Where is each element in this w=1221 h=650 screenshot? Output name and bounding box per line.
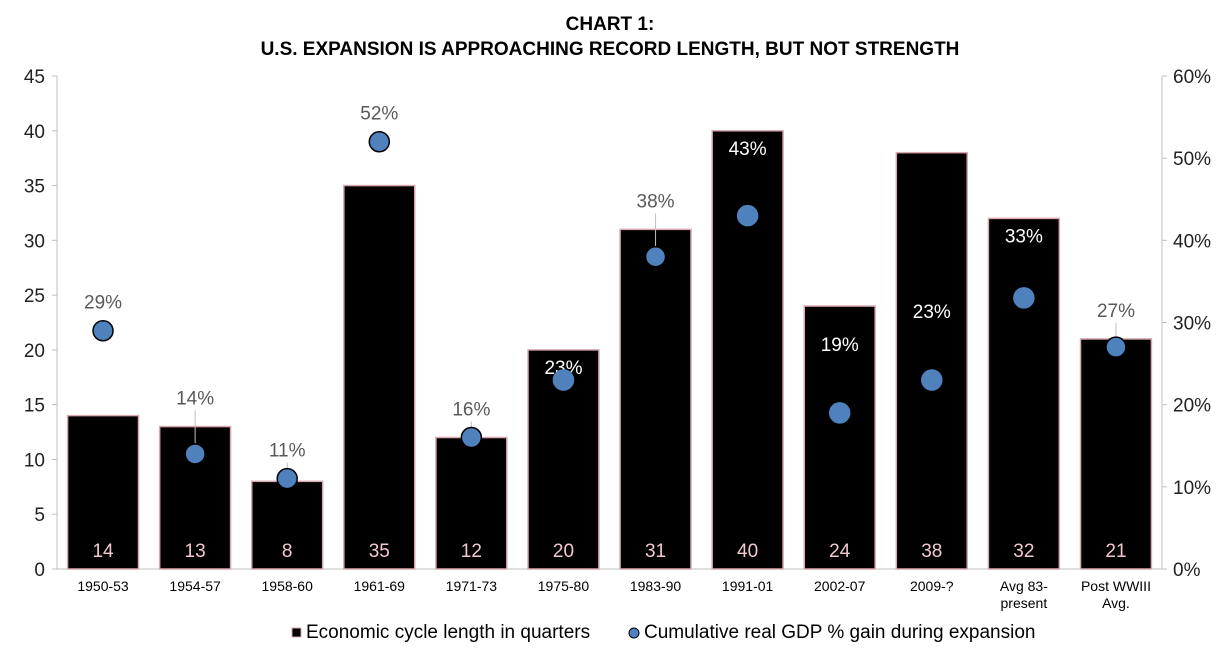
category-label: 1983-90	[630, 578, 682, 594]
category-label: 1975-80	[538, 578, 590, 594]
y-right-tick-label: 50%	[1173, 149, 1211, 170]
dot-point	[184, 443, 206, 465]
dot-point	[552, 369, 575, 391]
dot-value-label: 33%	[1005, 226, 1043, 247]
legend-bar-label: Economic cycle length in quarters	[306, 622, 590, 643]
category-label: 1954-57	[169, 578, 221, 594]
dot-point	[1013, 287, 1035, 309]
bar-value-label: 12	[461, 541, 482, 562]
category-label: 1950-53	[77, 578, 129, 594]
category-label: Avg.	[1102, 595, 1130, 611]
y-left-tick-label: 40	[24, 122, 45, 143]
dot-value-label: 38%	[637, 191, 675, 212]
dot-value-label: 27%	[1097, 301, 1135, 322]
dot-value-label: 14%	[176, 389, 214, 410]
dot-value-label: 11%	[269, 441, 306, 462]
category-label: 2009-?	[910, 578, 954, 594]
dot-point	[92, 319, 114, 342]
legend: Economic cycle length in quarters Cumula…	[291, 622, 1035, 643]
dot-point	[736, 204, 759, 227]
y-left-tick-label: 20	[24, 341, 45, 362]
bar-value-label: 13	[185, 541, 206, 562]
axes-group: 0 5 10 15 20 25 30 35 40 45 0% 10% 20% 30% 40% 50% 60%	[24, 67, 1211, 581]
dot-point	[828, 402, 851, 424]
legend-dot-swatch	[628, 627, 640, 639]
dot-point	[460, 426, 483, 449]
category-label: Post WWIII	[1081, 578, 1151, 594]
dot-value-label: 23%	[544, 358, 582, 379]
dot-value-label: 23%	[913, 302, 951, 323]
category-label: present	[1001, 595, 1048, 611]
legend-dot-label: Cumulative real GDP % gain during expans…	[644, 622, 1035, 643]
bar	[619, 228, 692, 570]
bar-value-label: 38	[921, 541, 942, 562]
y-left-tick-label: 15	[24, 396, 45, 417]
bar	[66, 414, 140, 570]
bar-value-label: 24	[829, 541, 851, 562]
category-label: Avg 83-	[1000, 578, 1048, 594]
category-label: 1961-69	[354, 578, 406, 594]
dots-group: 29% 14% 11% 52% 16% 23% 38% 43% 19% 23% 33% 27%	[84, 104, 1135, 490]
dot-value-label: 29%	[84, 293, 122, 314]
dot-point	[1105, 336, 1127, 358]
category-label: 1958-60	[262, 578, 314, 594]
bar-value-label: 40	[737, 541, 758, 562]
dot-point	[644, 246, 667, 268]
dot-value-label: 43%	[729, 139, 767, 160]
y-left-tick-label: 35	[24, 177, 45, 198]
bar-value-label: 14	[92, 541, 114, 562]
bar	[803, 305, 876, 570]
y-right-tick-label: 60%	[1173, 67, 1211, 88]
y-right-tick-label: 30%	[1173, 314, 1211, 335]
y-right-tick-label: 10%	[1173, 478, 1211, 499]
chart-title-line1: CHART 1:	[566, 14, 655, 35]
bar-value-label: 21	[1105, 541, 1126, 562]
y-left-tick-label: 5	[34, 505, 45, 526]
category-labels-group: 1950-53 1954-57 1958-60 1961-69 1971-73 1975-…	[77, 578, 1151, 611]
y-right-tick-label: 0%	[1173, 560, 1201, 581]
bar	[987, 217, 1061, 570]
category-label: 1991-01	[722, 578, 774, 594]
dot-value-label: 19%	[821, 335, 859, 356]
bar-value-label: 8	[282, 541, 293, 562]
chart-title-line2: U.S. EXPANSION IS APPROACHING RECORD LEN…	[261, 39, 960, 60]
dot-value-label: 52%	[360, 104, 398, 125]
bar	[711, 130, 784, 570]
bar	[435, 436, 508, 570]
y-left-tick-label: 30	[24, 231, 45, 252]
legend-bar-swatch	[291, 627, 302, 638]
y-left-tick-label: 10	[24, 450, 45, 471]
category-label: 1971-73	[446, 578, 498, 594]
category-label: 2002-07	[814, 578, 866, 594]
y-left-tick-label: 0	[34, 560, 45, 581]
bar	[343, 184, 416, 570]
dot-point	[368, 130, 391, 153]
dot-point	[921, 369, 943, 391]
y-right-tick-label: 40%	[1173, 231, 1211, 252]
bar-value-label: 32	[1013, 541, 1034, 562]
bar-value-label: 20	[553, 541, 574, 562]
dot-value-label: 16%	[452, 400, 490, 421]
bar	[1079, 338, 1153, 570]
bars-group: 14 13 8 35 12 20 31 40 24 38 32 21	[66, 130, 1153, 570]
y-left-tick-label: 25	[24, 286, 45, 307]
bar	[251, 480, 324, 570]
bar	[895, 151, 968, 570]
dot-point	[276, 467, 298, 490]
bar-value-label: 35	[369, 541, 390, 562]
y-right-tick-label: 20%	[1173, 396, 1211, 417]
y-left-tick-label: 45	[24, 67, 45, 88]
bar-value-label: 31	[645, 541, 666, 562]
